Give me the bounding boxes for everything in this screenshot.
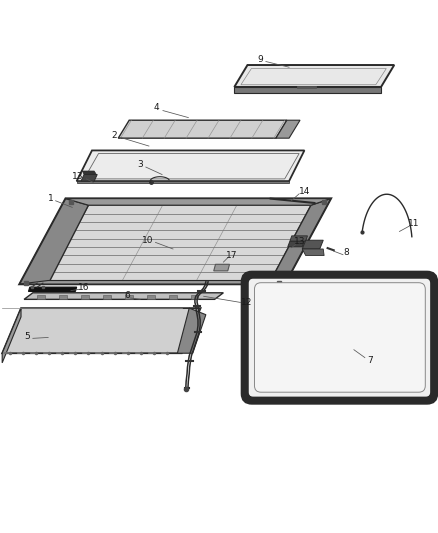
- Text: 11: 11: [408, 219, 420, 228]
- Text: 4: 4: [154, 103, 159, 112]
- Polygon shape: [81, 295, 89, 300]
- Polygon shape: [214, 264, 230, 271]
- Polygon shape: [77, 150, 304, 181]
- Text: 7: 7: [367, 356, 373, 365]
- Polygon shape: [271, 199, 331, 284]
- Polygon shape: [77, 181, 289, 183]
- Polygon shape: [177, 308, 206, 353]
- Text: 16: 16: [78, 282, 90, 292]
- Polygon shape: [302, 249, 324, 255]
- Text: 3: 3: [137, 160, 143, 169]
- Text: 13: 13: [72, 172, 84, 181]
- Text: 2: 2: [111, 131, 117, 140]
- Polygon shape: [66, 199, 331, 205]
- Polygon shape: [20, 280, 285, 284]
- Polygon shape: [103, 295, 111, 300]
- FancyBboxPatch shape: [242, 272, 437, 403]
- Polygon shape: [147, 295, 155, 300]
- Polygon shape: [59, 295, 67, 300]
- Polygon shape: [191, 295, 198, 300]
- Text: 9: 9: [258, 55, 264, 64]
- Polygon shape: [302, 240, 323, 249]
- Polygon shape: [276, 120, 300, 138]
- Text: 12: 12: [240, 298, 252, 307]
- Text: 8: 8: [343, 248, 349, 257]
- Polygon shape: [234, 65, 394, 87]
- Polygon shape: [169, 295, 177, 300]
- Text: 10: 10: [142, 236, 154, 245]
- Polygon shape: [118, 120, 287, 138]
- Text: 5: 5: [24, 332, 30, 341]
- Text: 1: 1: [47, 194, 53, 203]
- Polygon shape: [20, 199, 331, 284]
- Polygon shape: [125, 295, 133, 300]
- Text: 6: 6: [124, 292, 130, 301]
- Polygon shape: [20, 199, 88, 284]
- Text: 13: 13: [294, 237, 306, 246]
- Text: 14: 14: [299, 187, 310, 196]
- Polygon shape: [2, 308, 201, 353]
- Text: 17: 17: [226, 251, 237, 260]
- Polygon shape: [290, 236, 307, 241]
- Polygon shape: [2, 308, 21, 363]
- Polygon shape: [28, 287, 77, 292]
- Polygon shape: [234, 87, 381, 93]
- FancyBboxPatch shape: [254, 282, 425, 392]
- Polygon shape: [288, 241, 304, 247]
- Polygon shape: [37, 295, 45, 300]
- Polygon shape: [48, 205, 311, 280]
- Polygon shape: [82, 171, 96, 174]
- Polygon shape: [81, 174, 97, 181]
- Polygon shape: [24, 293, 223, 300]
